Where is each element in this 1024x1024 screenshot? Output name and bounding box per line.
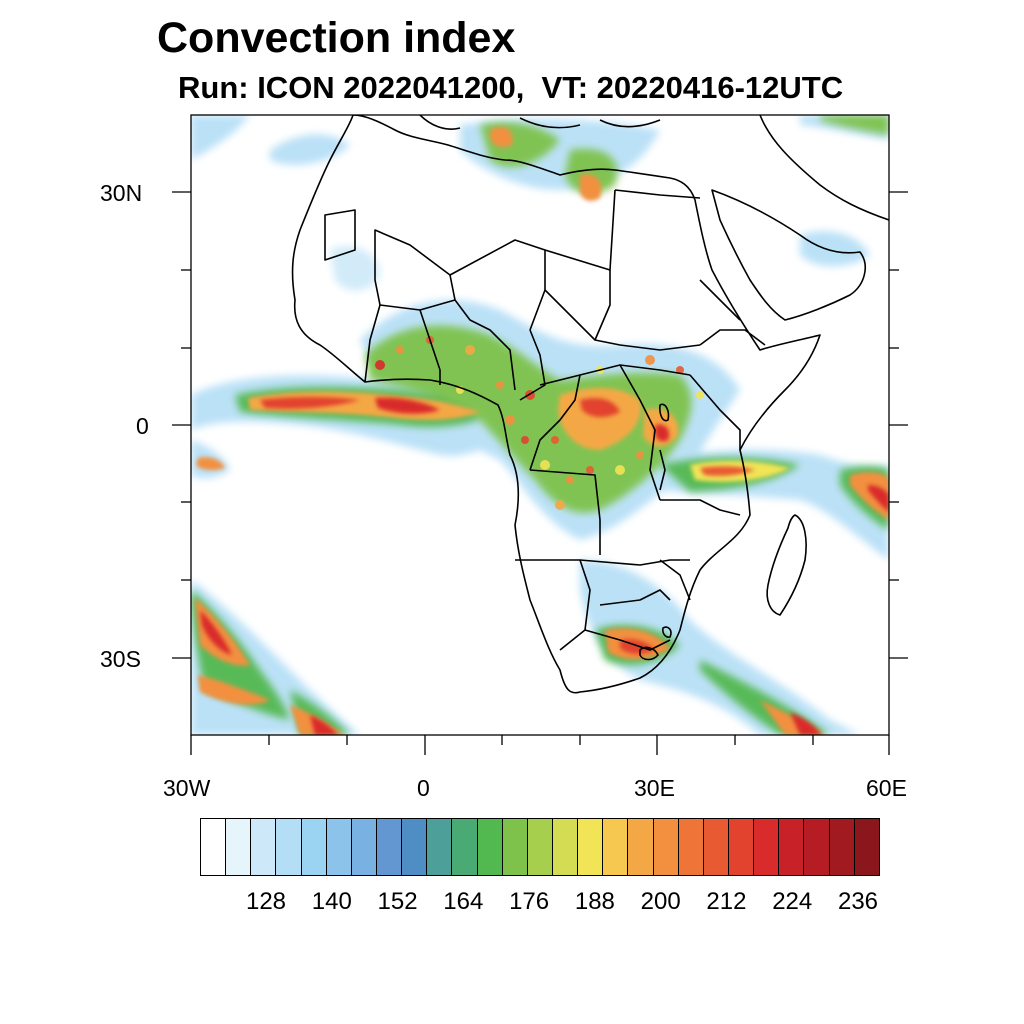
lon-label-60e: 60E	[866, 775, 907, 801]
lat-label-30s: 30S	[100, 646, 141, 672]
lat-label-0: 0	[136, 413, 149, 439]
country-borders	[291, 115, 889, 694]
colorbar-swatch	[527, 819, 553, 875]
colorbar-swatch	[703, 819, 729, 875]
colorbar-swatch	[351, 819, 377, 875]
colorbar-label: 200	[640, 888, 681, 915]
colorbar-label: 164	[443, 888, 484, 915]
colorbar-swatch	[728, 819, 755, 875]
map-frame	[172, 114, 908, 755]
colorbar-swatch	[301, 819, 327, 875]
colorbar-swatch	[402, 819, 428, 875]
colorbar-swatch	[427, 819, 453, 875]
colorbar-swatch	[653, 819, 679, 875]
colorbar-swatch	[226, 819, 252, 875]
colorbar-swatch	[552, 819, 579, 875]
colorbar-label: 212	[706, 888, 747, 915]
colorbar-swatch	[754, 819, 780, 875]
colorbar-label: 140	[311, 888, 352, 915]
colorbar-label: 224	[772, 888, 813, 915]
colorbar-swatch	[854, 819, 879, 875]
colorbar-swatch	[829, 819, 855, 875]
colorbar	[200, 818, 880, 876]
lat-label-30n: 30N	[100, 180, 143, 206]
colorbar-swatch	[628, 819, 654, 875]
colorbar-swatch	[201, 819, 227, 875]
colorbar-swatch	[477, 819, 503, 875]
colorbar-swatch	[376, 819, 403, 875]
colorbar-swatch	[804, 819, 830, 875]
lon-label-30w: 30W	[163, 775, 211, 801]
colorbar-swatch	[578, 819, 604, 875]
colorbar-swatch	[502, 819, 528, 875]
colorbar-swatch	[251, 819, 277, 875]
map-subtitle: Run: ICON 2022041200, VT: 20220416-12UTC	[178, 70, 844, 105]
colorbar-swatch	[678, 819, 704, 875]
colorbar-label: 188	[574, 888, 615, 915]
lon-label-0: 0	[417, 775, 430, 801]
colorbar-swatch	[326, 819, 352, 875]
colorbar-label: 128	[245, 888, 287, 915]
lon-label-30e: 30E	[634, 775, 675, 801]
colorbar-label: 236	[837, 888, 879, 915]
colorbar-label: 176	[509, 888, 550, 915]
map-title: Convection index	[157, 14, 516, 62]
colorbar-swatch	[603, 819, 629, 875]
colorbar-swatch	[452, 819, 478, 875]
colorbar-swatch	[276, 819, 302, 875]
colorbar-swatch	[779, 819, 805, 875]
convection-field	[191, 115, 889, 735]
colorbar-label: 152	[377, 888, 418, 915]
